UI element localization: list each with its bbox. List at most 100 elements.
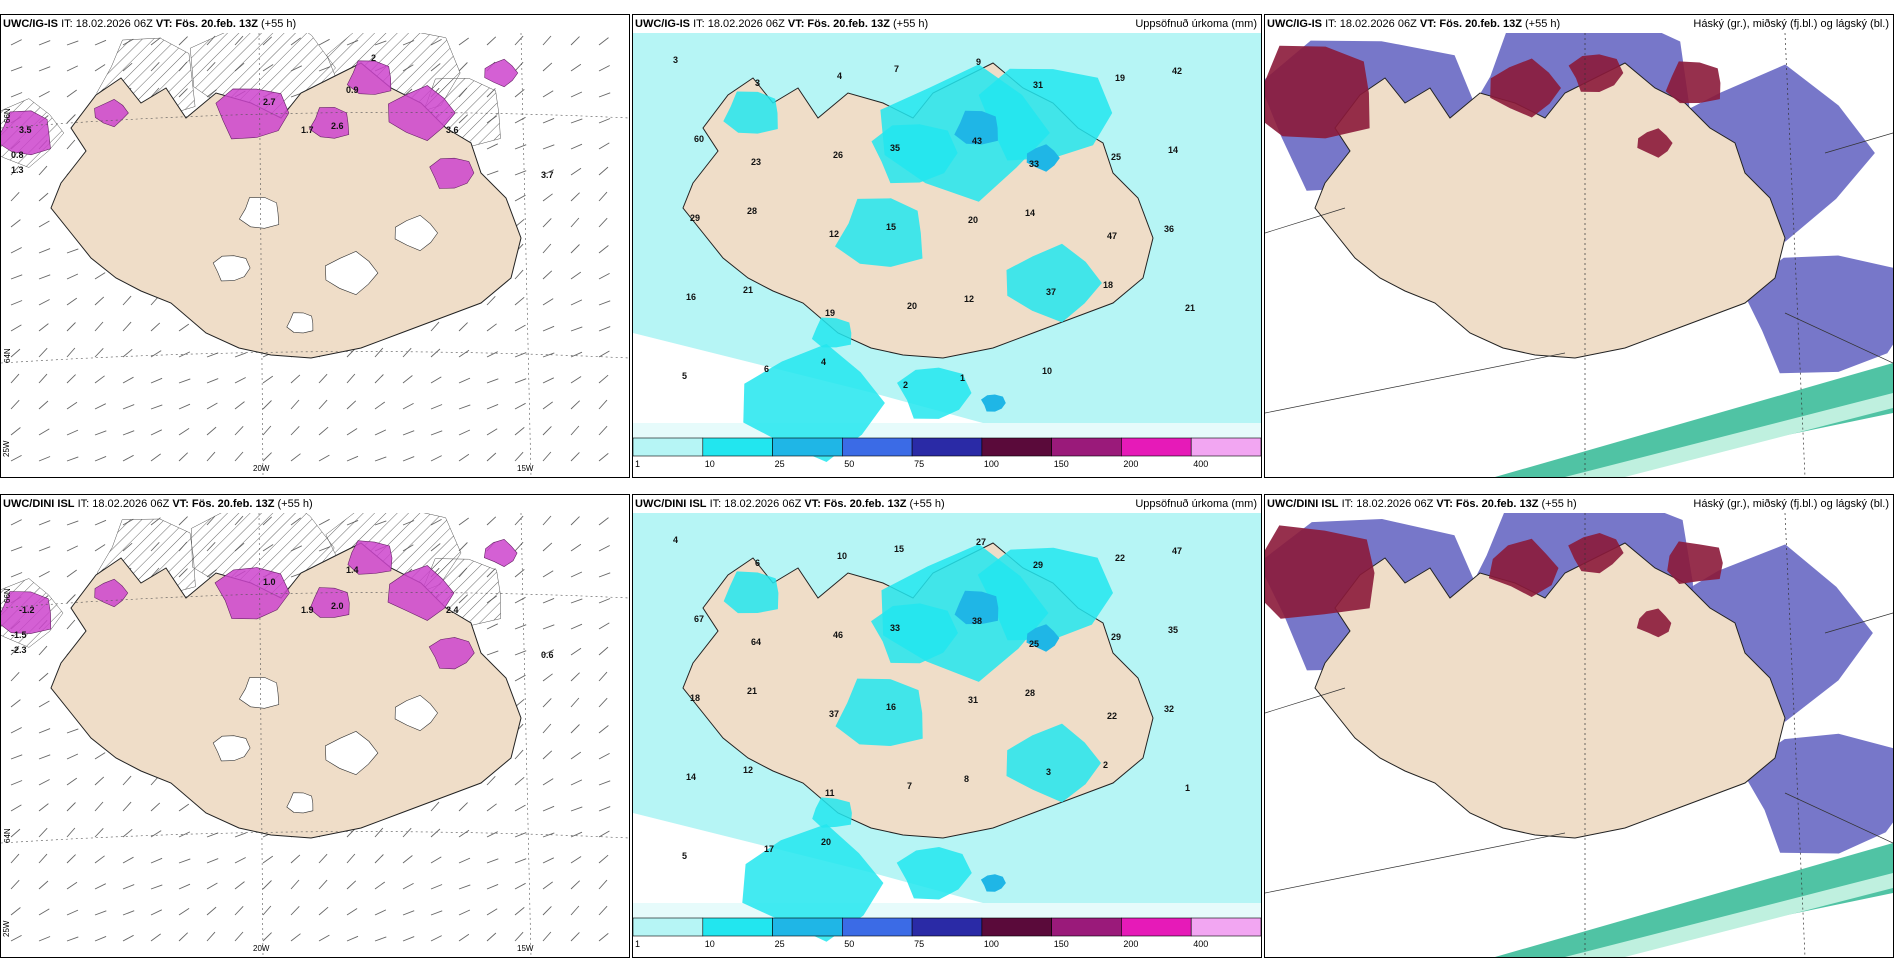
wind-barb	[38, 779, 50, 786]
colorbar-cell	[1051, 437, 1122, 457]
wind-barb	[486, 932, 497, 942]
wind-barb	[10, 427, 21, 436]
wind-barb	[458, 802, 468, 812]
colorbar-label: 50	[844, 939, 854, 949]
wind-barb	[206, 426, 217, 436]
boundary-line	[1784, 312, 1893, 364]
wind-barb	[122, 884, 135, 890]
colorbar-label: 200	[1123, 939, 1138, 949]
wind-barb	[570, 299, 583, 306]
wind-barb	[318, 518, 330, 526]
wind-barb	[486, 36, 497, 46]
value-label: -1.5	[11, 630, 27, 640]
value-label: 19	[1115, 73, 1125, 83]
panel-header: UWC/IG-IS IT: 18.02.2026 06Z VT: Fös. 20…	[635, 17, 928, 31]
lon-line	[1784, 513, 1806, 957]
wind-barb	[38, 40, 51, 46]
wind-barb	[570, 751, 582, 760]
wind-barb	[38, 520, 51, 526]
wind-barb	[10, 699, 21, 708]
wind-barb	[178, 403, 191, 410]
wind-barb	[318, 906, 329, 916]
value-label: 22	[1107, 711, 1117, 721]
wind-barb	[206, 402, 218, 410]
wind-barb	[318, 454, 330, 462]
wind-barb	[94, 296, 105, 306]
magenta-blob	[484, 58, 519, 88]
wind-barb	[38, 456, 51, 462]
wind-barb	[514, 596, 526, 604]
wind-barb	[94, 801, 104, 812]
value-label: 2.6	[331, 121, 344, 131]
colorbar-cell	[1121, 917, 1192, 937]
wind-barb	[598, 830, 610, 838]
wind-barb	[290, 933, 301, 942]
precip-map: 4610152729224767644633382529351821371631…	[633, 513, 1261, 957]
wind-barb	[38, 323, 49, 332]
colorbar-cell	[981, 917, 1052, 937]
precip-blob	[871, 603, 958, 664]
wind-barb	[10, 780, 23, 786]
high-cloud-areas	[1265, 525, 1723, 638]
wind-barb	[402, 456, 415, 462]
value-label: 29	[1111, 632, 1121, 642]
wind-barb	[598, 350, 610, 358]
colorbar-cell	[633, 437, 704, 457]
wind-barb	[430, 828, 441, 838]
wind-barb	[374, 936, 387, 942]
wind-barb	[38, 373, 48, 384]
boundary-lines	[1265, 33, 1893, 477]
lat-label: 64N	[3, 828, 12, 843]
value-label: 9	[976, 57, 981, 67]
precip-blob	[871, 124, 958, 184]
wind-barb	[234, 401, 245, 410]
valid-time: VT: Fös. 20.feb. 13Z	[172, 498, 275, 510]
value-label: 4	[673, 535, 678, 545]
wind-barb	[598, 854, 609, 864]
wind-barb	[38, 220, 50, 228]
wind-barb	[514, 402, 526, 410]
wind-barb	[542, 624, 555, 630]
wind-barb	[178, 858, 191, 864]
wind-barb	[570, 806, 583, 812]
wind-barb	[10, 247, 22, 254]
wind-barb	[262, 375, 274, 384]
wind-barb	[542, 35, 552, 46]
lat-label: 66N	[3, 588, 12, 603]
colorbar-label: 400	[1193, 939, 1208, 949]
wind-barb	[10, 300, 23, 306]
wind-barb	[94, 272, 106, 280]
wind-barb	[122, 430, 135, 436]
wind-barb	[94, 752, 106, 760]
wind-barb	[66, 139, 76, 150]
wind-barb	[570, 351, 583, 358]
wind-barb	[514, 804, 526, 812]
wind-barb	[290, 425, 300, 436]
wind-barb	[206, 378, 219, 384]
model-name: UWC/IG-IS	[635, 18, 690, 30]
init-time: IT: 18.02.2026 06Z	[77, 498, 170, 510]
wind-barb	[486, 378, 499, 384]
wind-barb	[402, 375, 413, 384]
model-name: UWC/IG-IS	[1267, 18, 1322, 30]
colorbar-cell	[702, 917, 773, 937]
wind-barb	[514, 352, 527, 358]
cloud-map	[1265, 33, 1893, 477]
wind-barb	[486, 516, 497, 526]
wind-barb	[514, 296, 525, 306]
value-label: 1	[1185, 783, 1190, 793]
panel-title: Uppsöfnuð úrkoma (mm)	[1135, 18, 1257, 30]
wind-barb	[486, 650, 499, 656]
colorbar-label: 150	[1054, 459, 1069, 469]
value-label: 2	[903, 380, 908, 390]
value-label: 37	[1046, 287, 1056, 297]
wind-barb	[318, 399, 328, 410]
wind-barb	[10, 853, 20, 864]
wind-barb	[262, 400, 272, 410]
glacier	[394, 694, 438, 732]
wind-barb	[458, 517, 469, 526]
wind-barb	[458, 933, 470, 942]
colorbar-cell	[1121, 437, 1192, 457]
wind-barb	[66, 429, 79, 436]
magenta-blob	[215, 88, 290, 140]
